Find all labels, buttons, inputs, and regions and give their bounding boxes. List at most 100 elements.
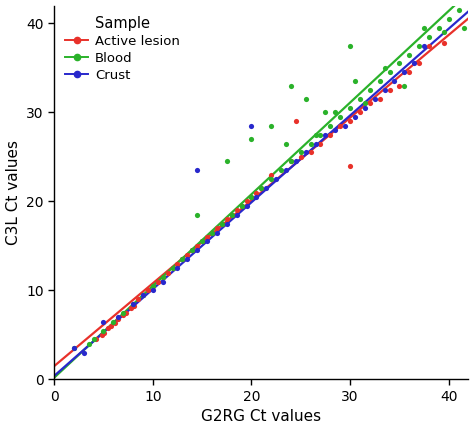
Point [193, 167, 201, 174]
Point [257, 184, 265, 191]
Point [455, 6, 462, 13]
Point [425, 42, 433, 49]
Point [100, 327, 107, 334]
Point [223, 216, 230, 223]
Point [247, 135, 255, 142]
Point [322, 131, 329, 138]
Point [331, 109, 339, 116]
Point [435, 25, 443, 31]
Point [425, 33, 433, 40]
Point [282, 140, 290, 147]
Point [287, 158, 295, 165]
Point [233, 207, 240, 214]
Point [386, 87, 393, 94]
Point [189, 247, 196, 254]
Point [243, 198, 250, 205]
Point [139, 292, 147, 298]
Point [70, 345, 78, 352]
Point [149, 287, 156, 294]
Point [105, 324, 112, 331]
Point [129, 301, 137, 307]
Point [346, 118, 354, 125]
Point [179, 256, 186, 263]
Point [292, 118, 300, 125]
Point [396, 60, 403, 67]
Point [317, 140, 324, 147]
Point [108, 322, 115, 329]
Point [331, 127, 339, 134]
Point [169, 265, 176, 272]
Point [218, 220, 226, 227]
Point [169, 265, 176, 272]
Point [371, 95, 379, 102]
Point [149, 283, 156, 289]
Point [128, 305, 135, 312]
Point [100, 318, 107, 325]
Point [173, 265, 181, 272]
Point [381, 64, 388, 71]
Point [183, 256, 191, 263]
Point [144, 287, 152, 294]
Point [122, 309, 130, 316]
Point [297, 154, 305, 160]
Point [272, 176, 280, 183]
Point [267, 171, 275, 178]
Point [312, 131, 319, 138]
Point [263, 184, 270, 191]
Point [98, 332, 105, 338]
Point [277, 167, 285, 174]
Point [341, 122, 349, 129]
Point [70, 345, 78, 352]
Point [376, 78, 383, 85]
Point [287, 158, 295, 165]
Point [337, 114, 344, 120]
Point [415, 42, 423, 49]
Point [440, 29, 447, 36]
Point [179, 256, 186, 263]
Point [208, 229, 216, 236]
Point [218, 220, 226, 227]
Point [119, 312, 127, 319]
Point [213, 229, 221, 236]
Point [173, 260, 181, 267]
Point [134, 296, 142, 303]
Point [189, 247, 196, 254]
Point [228, 211, 236, 218]
Point [312, 140, 319, 147]
Point [366, 87, 374, 94]
Point [119, 309, 127, 316]
Point [381, 87, 388, 94]
Point [327, 122, 334, 129]
Point [356, 109, 364, 116]
Point [346, 104, 354, 111]
Point [351, 78, 359, 85]
Point [346, 163, 354, 169]
Point [420, 25, 428, 31]
Point [223, 220, 230, 227]
Point [90, 336, 97, 343]
Point [460, 25, 467, 31]
Point [130, 302, 138, 309]
Point [440, 40, 447, 46]
Point [203, 238, 211, 245]
Legend: Active lesion, Blood, Crust: Active lesion, Blood, Crust [61, 12, 184, 86]
Point [208, 229, 216, 236]
Point [361, 100, 369, 107]
Point [233, 211, 240, 218]
Point [149, 283, 156, 289]
Point [302, 149, 310, 156]
Point [322, 109, 329, 116]
Point [337, 122, 344, 129]
Point [203, 233, 211, 240]
Point [80, 349, 88, 356]
Point [396, 82, 403, 89]
Point [243, 203, 250, 209]
Point [420, 42, 428, 49]
Point [213, 225, 221, 232]
Point [164, 269, 172, 276]
Point [391, 78, 398, 85]
Point [401, 82, 408, 89]
Point [139, 292, 147, 298]
Point [415, 60, 423, 67]
Point [401, 69, 408, 76]
